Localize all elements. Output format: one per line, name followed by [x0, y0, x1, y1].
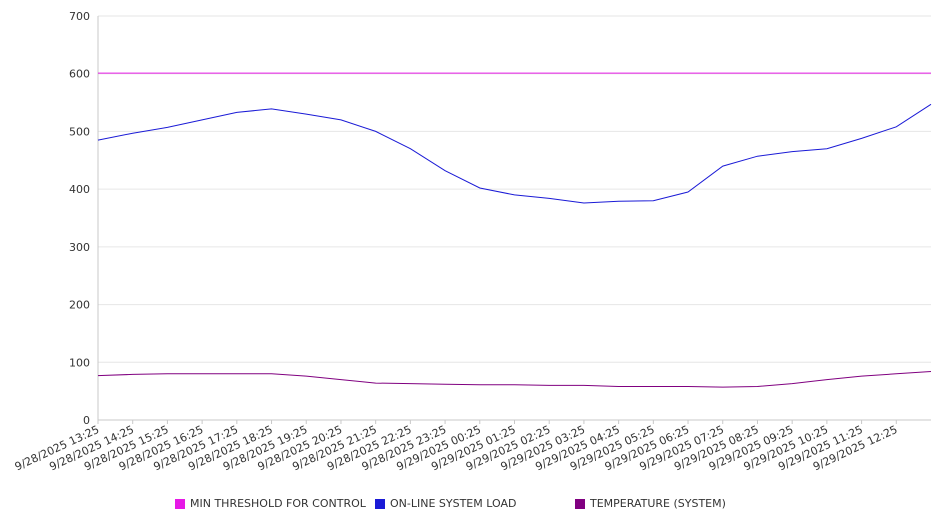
legend: MIN THRESHOLD FOR CONTROL ON-LINE SYSTEM …: [0, 497, 946, 515]
legend-label: TEMPERATURE (SYSTEM): [590, 497, 726, 510]
legend-item[interactable]: MIN THRESHOLD FOR CONTROL: [175, 497, 366, 510]
legend-label: ON-LINE SYSTEM LOAD: [390, 497, 517, 510]
y-tick-label: 600: [69, 68, 90, 81]
legend-swatch: [575, 498, 585, 509]
y-tick-label: 500: [69, 125, 90, 138]
series-line-temperature-system: [97, 371, 932, 388]
y-tick-label: 200: [69, 299, 90, 312]
y-tick-label: 100: [69, 356, 90, 369]
axes: [97, 16, 931, 421]
y-tick-label: 400: [69, 183, 90, 196]
x-tick-labels: 9/28/2025 13:259/28/2025 14:259/28/2025 …: [13, 420, 900, 473]
series-lines: [97, 72, 932, 388]
series-line-on-line-system-load: [97, 103, 932, 204]
legend-swatch: [175, 498, 185, 509]
y-tick-label: 700: [69, 10, 90, 23]
legend-label: MIN THRESHOLD FOR CONTROL: [190, 497, 366, 510]
legend-swatch: [375, 498, 385, 509]
y-tick-label: 0: [83, 414, 90, 427]
y-tick-labels: 0 100 200 300 400 500 600 700: [69, 10, 90, 427]
legend-item[interactable]: ON-LINE SYSTEM LOAD: [375, 497, 516, 510]
y-tick-label: 300: [69, 241, 90, 254]
gridlines: [98, 15, 931, 363]
legend-item[interactable]: TEMPERATURE (SYSTEM): [575, 497, 726, 510]
